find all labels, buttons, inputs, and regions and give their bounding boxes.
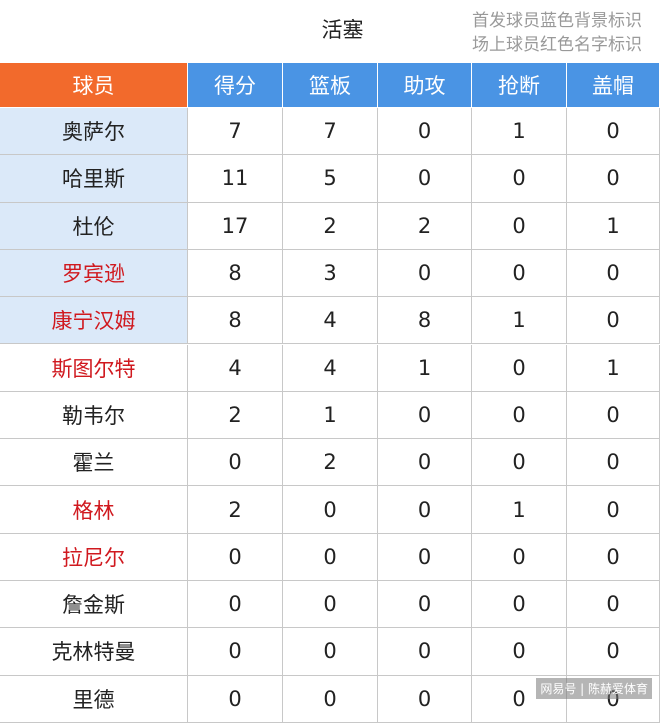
column-header: 篮板 — [283, 63, 378, 108]
stat-cell: 0 — [378, 675, 472, 723]
player-name: 格林 — [0, 486, 188, 534]
stat-cell: 0 — [378, 391, 472, 440]
column-header: 球员 — [0, 63, 188, 108]
stat-cell: 1 — [472, 486, 567, 534]
stat-cell: 1 — [472, 108, 567, 156]
player-name: 康宁汉姆 — [0, 297, 188, 345]
stat-cell: 0 — [188, 439, 283, 487]
column-header: 得分 — [188, 63, 283, 108]
stat-cell: 0 — [378, 581, 472, 629]
column-header: 助攻 — [378, 63, 472, 108]
stat-cell: 0 — [472, 391, 567, 440]
stat-cell: 0 — [567, 486, 660, 534]
player-name: 霍兰 — [0, 439, 188, 487]
stat-cell: 0 — [567, 297, 660, 345]
player-name: 里德 — [0, 675, 188, 723]
stat-cell: 0 — [472, 533, 567, 581]
stat-cell: 0 — [472, 581, 567, 629]
stat-cell: 0 — [188, 581, 283, 629]
stat-cell: 8 — [188, 249, 283, 298]
stat-cell: 1 — [567, 202, 660, 250]
stat-cell: 0 — [378, 249, 472, 298]
stat-cell: 0 — [472, 439, 567, 487]
stat-cell: 1 — [283, 391, 378, 440]
page: 活塞 首发球员蓝色背景标识 场上球员红色名字标识 球员 得分 篮板 助攻 抢断 盖帽奥萨尔… — [0, 11, 660, 723]
stat-cell: 0 — [472, 249, 567, 298]
player-name: 杜伦 — [0, 202, 188, 250]
stat-cell: 2 — [188, 391, 283, 440]
player-name: 拉尼尔 — [0, 533, 188, 581]
stat-cell: 0 — [378, 439, 472, 487]
stat-cell: 3 — [283, 249, 378, 298]
stat-cell: 0 — [567, 391, 660, 440]
stat-cell: 0 — [283, 675, 378, 723]
stat-cell: 0 — [472, 202, 567, 250]
stat-cell: 7 — [283, 108, 378, 156]
player-name: 哈里斯 — [0, 155, 188, 203]
stat-cell: 0 — [188, 675, 283, 723]
player-name: 斯图尔特 — [0, 344, 188, 392]
title: 活塞 — [321, 18, 364, 42]
column-header: 盖帽 — [567, 63, 660, 108]
player-name: 罗宾逊 — [0, 249, 188, 298]
player-name: 勒韦尔 — [0, 391, 188, 440]
stat-cell: 0 — [283, 581, 378, 629]
stat-cell: 8 — [188, 297, 283, 345]
stat-cell: 4 — [188, 344, 283, 392]
player-name: 詹金斯 — [0, 581, 188, 629]
stat-cell: 11 — [188, 155, 283, 203]
stat-cell: 1 — [472, 297, 567, 345]
stat-cell: 1 — [378, 344, 472, 392]
player-name: 奥萨尔 — [0, 108, 188, 156]
stat-cell: 4 — [283, 297, 378, 345]
stat-cell: 0 — [188, 628, 283, 676]
stat-cell: 0 — [283, 628, 378, 676]
stat-cell: 17 — [188, 202, 283, 250]
stat-cell: 0 — [567, 533, 660, 581]
stat-cell: 0 — [283, 533, 378, 581]
stat-cell: 2 — [283, 439, 378, 487]
stat-cell: 4 — [283, 344, 378, 392]
stat-cell: 0 — [567, 155, 660, 203]
stat-cell: 7 — [188, 108, 283, 156]
player-name: 克林特曼 — [0, 628, 188, 676]
stat-cell: 0 — [567, 108, 660, 156]
note: 场上球员红色名字标识 — [472, 35, 642, 55]
stat-cell: 2 — [188, 486, 283, 534]
stat-cell: 0 — [567, 249, 660, 298]
stat-cell: 0 — [378, 533, 472, 581]
stat-cell: 0 — [567, 439, 660, 487]
stat-cell: 0 — [472, 344, 567, 392]
stat-cell: 0 — [378, 155, 472, 203]
stat-cell: 2 — [283, 202, 378, 250]
stat-cell: 1 — [567, 344, 660, 392]
stat-cell: 0 — [567, 581, 660, 629]
stat-cell: 0 — [567, 628, 660, 676]
column-header: 抢断 — [472, 63, 567, 108]
stat-cell: 0 — [378, 486, 472, 534]
stat-cell: 0 — [378, 108, 472, 156]
stat-cell: 0 — [472, 155, 567, 203]
stat-cell: 0 — [472, 628, 567, 676]
stat-cell: 5 — [283, 155, 378, 203]
stat-cell: 0 — [378, 628, 472, 676]
stat-cell: 0 — [188, 533, 283, 581]
watermark: 网易号 | 陈赫爱体育 — [536, 678, 652, 699]
stat-cell: 8 — [378, 297, 472, 345]
stat-cell: 2 — [378, 202, 472, 250]
note: 首发球员蓝色背景标识 — [472, 11, 642, 31]
stat-cell: 0 — [283, 486, 378, 534]
